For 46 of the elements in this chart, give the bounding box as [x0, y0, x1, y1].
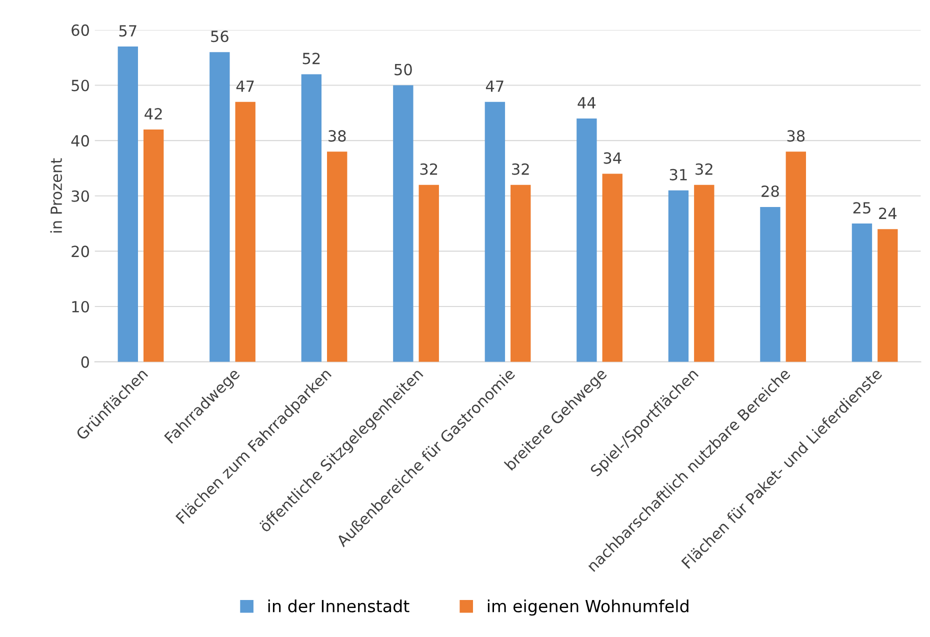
bar [786, 152, 806, 362]
legend-label: im eigenen Wohnumfeld [488, 600, 688, 616]
bar [235, 102, 256, 362]
data-label: 32 [696, 163, 712, 175]
bar [510, 184, 531, 362]
y-axis-title: in Prozent [50, 158, 62, 232]
y-tick-label: 30 [72, 190, 89, 202]
bar [852, 224, 872, 362]
data-label: 57 [119, 25, 136, 37]
data-label: 32 [512, 163, 529, 175]
bar [327, 152, 348, 362]
data-label: 42 [144, 108, 162, 120]
y-tick-label: 20 [72, 246, 89, 258]
bar [393, 85, 414, 362]
y-tick-label: 10 [72, 300, 89, 313]
bar [210, 52, 230, 362]
bar [602, 174, 622, 362]
data-label: 38 [787, 130, 805, 142]
y-tick-label: 0 [81, 356, 89, 368]
data-label: 38 [328, 130, 346, 142]
legend-label: in der Innenstadt [268, 600, 410, 612]
data-label: 47 [486, 80, 504, 92]
bar [878, 229, 898, 362]
data-label: 44 [578, 97, 596, 108]
bar [418, 184, 439, 362]
bar [143, 130, 164, 362]
data-label: 50 [394, 64, 412, 76]
data-label: 25 [853, 202, 870, 214]
y-tick-label: 40 [71, 135, 89, 147]
bar [484, 102, 506, 362]
data-label: 24 [879, 208, 897, 219]
bar [694, 184, 714, 362]
bar [576, 118, 597, 362]
bar [760, 206, 780, 362]
bar [301, 74, 322, 362]
data-label: 34 [604, 152, 622, 164]
data-label: 32 [420, 163, 438, 175]
data-label: 56 [211, 30, 228, 42]
data-label: 52 [302, 52, 320, 64]
data-label: 28 [762, 185, 779, 198]
y-tick-label: 50 [72, 80, 89, 92]
data-label: 47 [236, 80, 254, 92]
y-tick-label: 60 [72, 24, 89, 36]
bar [668, 190, 689, 362]
data-label: 31 [670, 168, 687, 180]
bar [118, 46, 138, 362]
